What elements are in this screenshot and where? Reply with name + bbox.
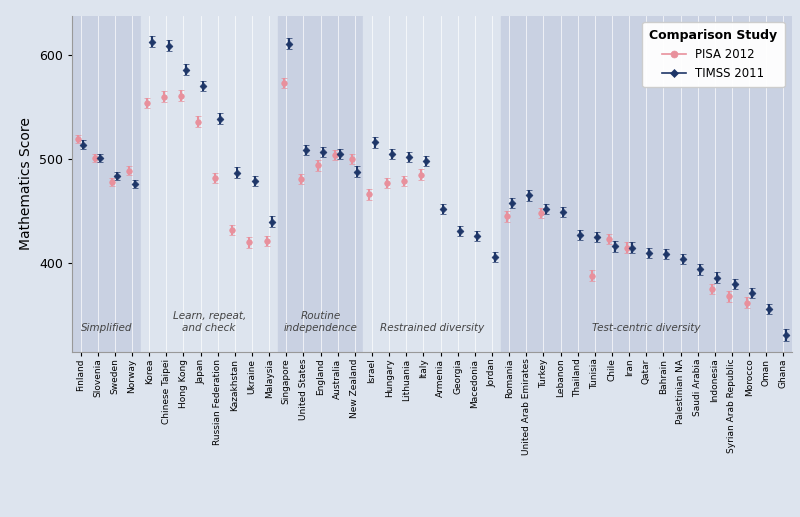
Bar <box>72 16 141 352</box>
Legend: PISA 2012, TIMSS 2011: PISA 2012, TIMSS 2011 <box>642 22 785 87</box>
Y-axis label: Mathematics Score: Mathematics Score <box>19 117 34 250</box>
Text: Simplified: Simplified <box>81 323 132 333</box>
Text: Routine
independence: Routine independence <box>284 311 358 333</box>
Text: Test-centric diversity: Test-centric diversity <box>592 323 701 333</box>
Bar <box>363 16 501 352</box>
Bar <box>278 16 363 352</box>
Text: Learn, repeat,
and check: Learn, repeat, and check <box>173 311 246 333</box>
Bar <box>141 16 278 352</box>
Text: Restrained diversity: Restrained diversity <box>380 323 484 333</box>
Bar <box>501 16 792 352</box>
